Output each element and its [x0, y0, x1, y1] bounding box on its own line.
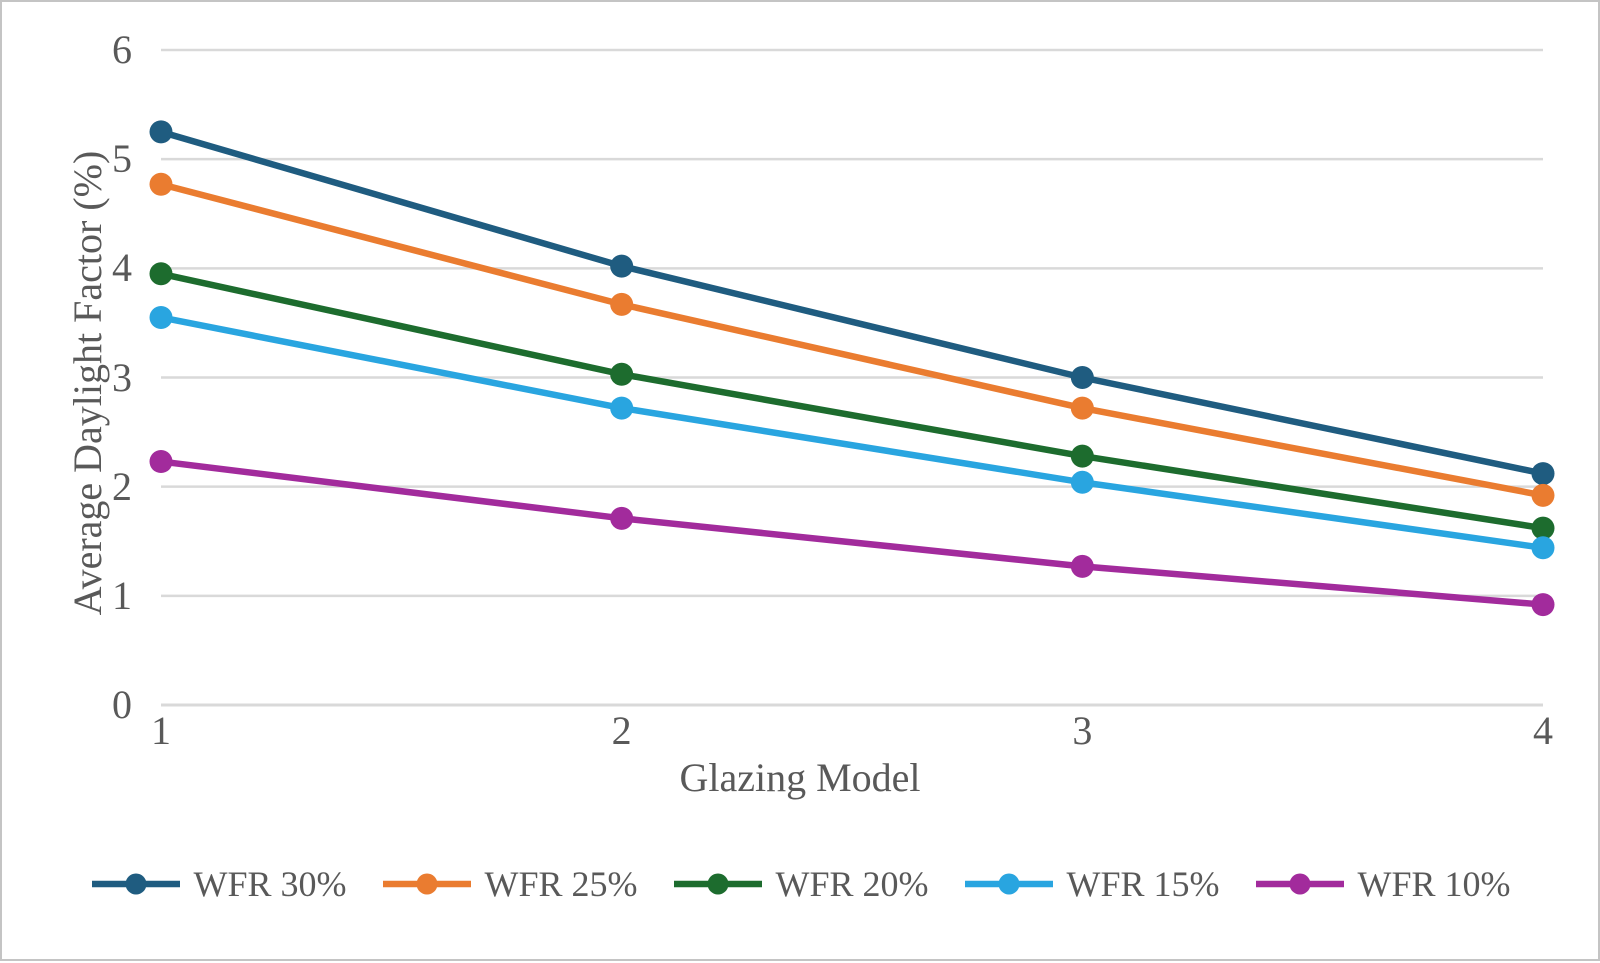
legend-dot [416, 873, 437, 895]
legend-marker-wfr-15 [964, 873, 1053, 895]
series-line-wfr-15- [157, 314, 1547, 552]
series-line-wfr-20- [157, 270, 1547, 532]
data-point-wfr-30--x3 [1070, 366, 1094, 389]
data-point-wfr-10--x1 [149, 450, 173, 474]
series-line-wfr-10- [157, 458, 1547, 608]
data-point-wfr-10--x2 [610, 506, 634, 530]
data-point-wfr-30--x4 [1531, 462, 1555, 486]
data-point-wfr-20--x3 [1070, 444, 1094, 468]
series-line-wfr-25- [157, 181, 1547, 499]
x-axis-title: Glazing Model [679, 755, 921, 800]
y-tick-label-5: 5 [112, 136, 132, 182]
series-line-wfr-30- [157, 128, 1547, 477]
legend-label-wfr-25: WFR 25% [484, 864, 638, 904]
x-tick-label-3: 3 [1072, 708, 1093, 753]
y-tick-label-6: 6 [112, 27, 132, 72]
y-tick-label-4: 4 [112, 245, 132, 291]
legend-item-wfr-10: WFR 10% [1254, 860, 1511, 908]
legend-item-wfr-20: WFR 20% [672, 860, 929, 908]
y-tick-label-1: 1 [112, 572, 132, 618]
x-tick-label-2: 2 [611, 708, 632, 753]
legend-marker-wfr-20 [673, 873, 762, 895]
data-point-wfr-10--x3 [1070, 554, 1094, 578]
legend-dot [1289, 873, 1310, 895]
data-point-wfr-15--x4 [1531, 536, 1555, 560]
legend-marker-wfr-30 [91, 873, 180, 895]
legend: WFR 30% WFR 25% WFR 20% WFR 15% WFR 10% [2, 860, 1598, 908]
data-point-wfr-20--x2 [610, 362, 634, 386]
data-point-wfr-25--x1 [149, 172, 173, 196]
data-point-wfr-30--x2 [610, 254, 634, 278]
legend-marker-wfr-25 [382, 873, 471, 895]
y-tick-label-0: 0 [112, 682, 132, 727]
data-point-wfr-15--x3 [1070, 470, 1094, 494]
data-point-wfr-25--x3 [1070, 396, 1094, 420]
legend-item-wfr-30: WFR 30% [90, 860, 347, 908]
y-axis-title: Average Daylight Factor (%) [65, 150, 110, 616]
legend-label-wfr-15: WFR 15% [1066, 864, 1220, 904]
legend-label-wfr-30: WFR 30% [193, 864, 347, 904]
data-point-wfr-15--x2 [610, 396, 634, 420]
legend-dot [998, 873, 1019, 895]
legend-dot [125, 873, 146, 895]
data-point-wfr-30--x1 [149, 120, 173, 144]
legend-label-wfr-10: WFR 10% [1357, 864, 1511, 904]
data-point-wfr-10--x4 [1531, 593, 1555, 617]
data-point-wfr-20--x1 [149, 262, 173, 286]
legend-item-wfr-25: WFR 25% [381, 860, 638, 908]
x-tick-label-4: 4 [1533, 708, 1553, 753]
data-point-wfr-25--x2 [610, 292, 634, 316]
legend-dot [707, 873, 728, 895]
legend-marker-wfr-10 [1255, 873, 1344, 895]
y-tick-label-3: 3 [112, 354, 132, 400]
data-point-wfr-25--x4 [1531, 483, 1555, 507]
data-point-wfr-15--x1 [149, 305, 173, 329]
legend-item-wfr-15: WFR 15% [963, 860, 1220, 908]
legend-label-wfr-20: WFR 20% [775, 864, 929, 904]
x-tick-label-1: 1 [151, 708, 171, 753]
data-point-wfr-20--x4 [1531, 516, 1555, 540]
y-tick-label-2: 2 [112, 463, 132, 509]
